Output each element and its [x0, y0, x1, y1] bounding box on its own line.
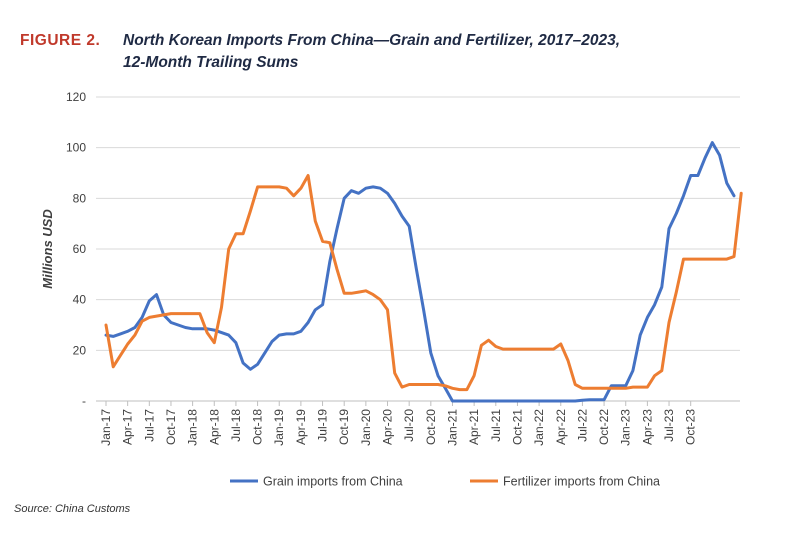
x-tick-label: Oct-21: [510, 409, 524, 445]
x-tick-label: Jan-18: [186, 409, 200, 446]
x-tick-label: Oct-22: [597, 409, 611, 445]
x-tick-label: Apr-20: [381, 409, 395, 445]
figure-label: FIGURE 2.: [20, 32, 101, 49]
series-line-fertilizer: [104, 174, 743, 392]
grid-lines: [96, 96, 740, 351]
x-tick-label: Jan-23: [619, 409, 633, 446]
x-tick-label: Jul-17: [142, 409, 156, 442]
legend: Grain imports from China Fertilizer impor…: [230, 475, 660, 489]
x-tick-label: Jul-21: [489, 409, 503, 442]
figure-title-line1: North Korean Imports From China—Grain an…: [123, 32, 620, 49]
x-tick-label: Apr-19: [294, 409, 308, 445]
x-tick-label: Jan-21: [445, 409, 459, 446]
y-tick-label: 120: [66, 90, 86, 104]
x-tick-label: Jan-22: [532, 409, 546, 446]
x-tick-label: Apr-23: [640, 409, 654, 445]
x-tick-label: Oct-23: [684, 409, 698, 445]
x-tick-label: Oct-20: [424, 409, 438, 445]
series-lines: [104, 141, 743, 403]
x-tick-label: Oct-19: [337, 409, 351, 445]
y-tick-label: 20: [73, 343, 87, 357]
source-note: Source: China Customs: [14, 503, 131, 515]
figure-title-line2: 12-Month Trailing Sums: [123, 54, 299, 71]
x-tick-label: Apr-17: [121, 409, 135, 445]
y-tick-label: -: [82, 394, 86, 408]
x-tick-label: Jan-19: [272, 409, 286, 446]
legend-label: Fertilizer imports from China: [503, 475, 660, 489]
y-axis-label: Millions USD: [40, 209, 55, 289]
y-tick-label: 80: [73, 191, 87, 205]
series-line-grain: [104, 141, 736, 403]
x-tick-label: Oct-17: [164, 409, 178, 445]
x-tick-label: Apr-22: [554, 409, 568, 445]
x-tick-label: Jul-23: [662, 409, 676, 442]
x-tick-label: Jul-20: [402, 409, 416, 442]
y-tick-label: 100: [66, 141, 86, 155]
y-tick-label: 40: [73, 293, 87, 307]
x-tick-label: Jul-22: [575, 409, 589, 442]
x-tick-label: Jan-17: [99, 409, 113, 446]
x-tick-label: Oct-18: [251, 409, 265, 445]
legend-label: Grain imports from China: [263, 475, 403, 489]
x-tick-label: Jan-20: [359, 409, 373, 446]
x-tick-label: Apr-18: [207, 409, 221, 445]
x-tick-label: Apr-21: [467, 409, 481, 445]
y-tick-label: 60: [73, 242, 87, 256]
x-tick-label: Jul-19: [316, 409, 330, 442]
y-axis-ticks: - 20 40 60 80 100 120: [66, 90, 86, 408]
x-tick-label: Jul-18: [229, 409, 243, 442]
x-axis-ticks: Jan-17 Apr-17 Jul-17 Oct-17 Jan-18 Apr-18 Jul-…: [99, 401, 698, 446]
